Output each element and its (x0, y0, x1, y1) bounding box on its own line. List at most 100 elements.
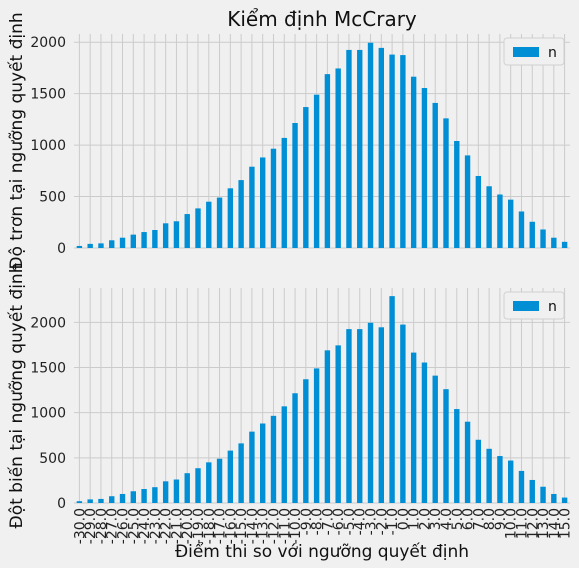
y-tick-label: 2000 (30, 315, 66, 331)
bar--16.0 (227, 450, 234, 503)
bar--13.0 (260, 157, 266, 248)
bar-1.0 (410, 76, 417, 248)
chart-title: Kiểm định McCrary (227, 7, 417, 31)
bar--30.0 (76, 501, 83, 503)
bar--24.0 (141, 232, 147, 248)
bar-3.0 (432, 102, 438, 248)
legend-label: n (548, 45, 557, 61)
x-tick-label: -10.0 (288, 508, 304, 544)
x-tick-label: -19.0 (191, 508, 207, 544)
bar-11.0 (518, 470, 525, 503)
x-tick-label: -2.0 (374, 508, 390, 535)
bar--8.0 (313, 94, 320, 248)
bar--27.0 (109, 496, 115, 503)
bar--29.0 (87, 243, 93, 248)
bar-5.0 (454, 409, 460, 503)
y-tick-label: 0 (57, 496, 66, 512)
bar-9.0 (497, 194, 503, 248)
bar-10.0 (508, 460, 514, 503)
bar--4.0 (357, 329, 363, 503)
bar--19.0 (195, 208, 201, 248)
legend: n (503, 37, 565, 66)
bar--3.0 (367, 322, 374, 503)
bar--13.0 (260, 423, 266, 503)
x-tick-label: 1.0 (407, 508, 423, 530)
plot-area (74, 34, 570, 248)
bar--19.0 (195, 468, 201, 503)
bar--5.0 (346, 49, 352, 249)
x-tick-label: 5.0 (450, 508, 466, 530)
bar--1.0 (389, 296, 395, 503)
legend-label: n (548, 299, 557, 315)
bar-4.0 (443, 389, 449, 503)
bar--5.0 (346, 329, 352, 503)
bar-3.0 (432, 375, 438, 503)
bar--12.0 (270, 148, 277, 248)
bar--20.0 (184, 473, 190, 503)
x-tick-label: 4.0 (439, 508, 455, 530)
bar-8.0 (486, 448, 492, 503)
bar--7.0 (324, 74, 331, 248)
bar--11.0 (281, 406, 287, 503)
bar--30.0 (76, 245, 83, 248)
bar-0.0 (400, 55, 406, 249)
bar-4.0 (443, 118, 449, 248)
bar--24.0 (141, 488, 147, 503)
bar--27.0 (109, 240, 115, 248)
bar--7.0 (324, 350, 331, 503)
y-tick-label: 2000 (30, 35, 66, 51)
bar--23.0 (152, 229, 158, 248)
bar--18.0 (206, 201, 212, 248)
y-tick-label: 1000 (30, 406, 66, 422)
bar--18.0 (206, 462, 212, 503)
bar-9.0 (497, 456, 503, 503)
x-tick-label: -1.0 (385, 508, 401, 535)
bar--9.0 (303, 107, 309, 248)
x-tick-label: -27.0 (105, 508, 121, 544)
bar-6.0 (464, 421, 471, 503)
x-tick-label: 11.0 (514, 508, 530, 539)
x-tick-label: -11.0 (277, 508, 293, 544)
bar-2.0 (421, 88, 428, 248)
bar--6.0 (335, 68, 341, 249)
bar-2.0 (421, 362, 428, 503)
bar-10.0 (508, 199, 514, 248)
bar--10.0 (292, 122, 298, 248)
bar--22.0 (162, 481, 169, 503)
bar--4.0 (357, 49, 363, 249)
bar--20.0 (184, 214, 190, 248)
bar--17.0 (216, 197, 223, 248)
bar--11.0 (281, 137, 287, 248)
x-axis-label: Điểm thi so với ngưỡng quyết định (175, 541, 469, 562)
x-tick-label: 3.0 (428, 508, 444, 530)
y-axis-label: Độ trơn tại ngưỡng quyết định (6, 12, 27, 269)
x-tick-label: -14.0 (245, 508, 261, 544)
x-tick-label: -12.0 (266, 508, 282, 544)
legend-swatch (513, 47, 539, 57)
bar--26.0 (119, 237, 126, 248)
bar--2.0 (378, 47, 384, 249)
bar--12.0 (270, 415, 277, 503)
x-tick-label: -7.0 (320, 508, 336, 535)
bar-0.0 (400, 324, 406, 503)
bar-8.0 (486, 186, 492, 248)
x-tick-label: 7.0 (471, 508, 487, 530)
x-tick-label: 12.0 (525, 508, 541, 539)
x-tick-label: -24.0 (137, 508, 153, 544)
bar--21.0 (173, 221, 180, 248)
bar-15.0 (561, 241, 568, 248)
x-tick-label: -13.0 (256, 508, 272, 544)
x-tick-label: -18.0 (202, 508, 218, 544)
bar--15.0 (238, 180, 244, 248)
bar-7.0 (475, 175, 482, 248)
bar--25.0 (130, 491, 136, 503)
bar--14.0 (249, 431, 255, 503)
x-tick-label: -4.0 (353, 508, 369, 535)
bar--16.0 (227, 188, 234, 248)
bar-15.0 (561, 497, 568, 503)
bar--2.0 (378, 327, 384, 503)
bar--21.0 (173, 479, 180, 503)
bar-12.0 (529, 221, 535, 248)
x-tick-label: -28.0 (94, 508, 110, 544)
